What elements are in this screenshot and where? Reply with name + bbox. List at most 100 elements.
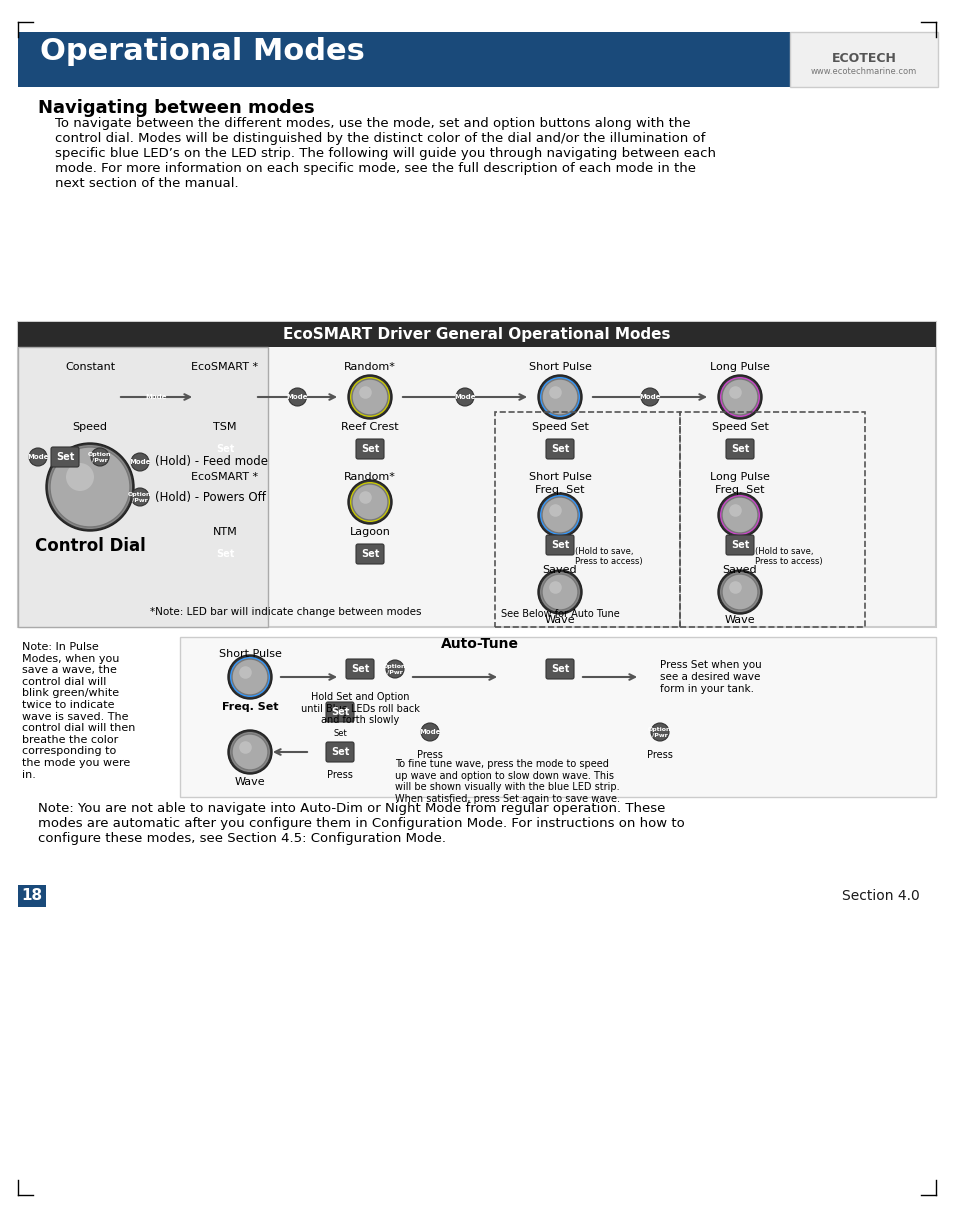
- Text: Freq. Set: Freq. Set: [221, 702, 278, 712]
- Circle shape: [230, 731, 270, 772]
- Circle shape: [352, 378, 388, 415]
- Circle shape: [131, 488, 149, 506]
- Circle shape: [352, 484, 388, 520]
- Text: Freq. Set: Freq. Set: [715, 486, 764, 495]
- Text: To fine tune wave, press the mode to speed
up wave and option to slow down wave.: To fine tune wave, press the mode to spe…: [395, 759, 619, 803]
- Text: Long Pulse: Long Pulse: [709, 361, 769, 372]
- FancyBboxPatch shape: [725, 535, 753, 555]
- Circle shape: [48, 445, 132, 529]
- Text: Wave: Wave: [234, 776, 265, 787]
- Text: Set: Set: [331, 747, 349, 757]
- Text: Lagoon: Lagoon: [349, 527, 390, 537]
- FancyBboxPatch shape: [545, 439, 574, 459]
- Text: 18: 18: [21, 888, 43, 903]
- FancyBboxPatch shape: [326, 702, 354, 722]
- Circle shape: [350, 482, 390, 522]
- Circle shape: [66, 462, 94, 490]
- Circle shape: [359, 386, 372, 399]
- Circle shape: [721, 378, 758, 415]
- FancyBboxPatch shape: [18, 636, 172, 797]
- Circle shape: [79, 386, 91, 399]
- Text: Set: Set: [56, 452, 74, 462]
- FancyBboxPatch shape: [545, 658, 574, 679]
- Text: Speed: Speed: [72, 422, 108, 432]
- Text: Short Pulse: Short Pulse: [528, 472, 591, 482]
- Text: Freq. Set: Freq. Set: [535, 486, 584, 495]
- Text: Set: Set: [331, 707, 349, 717]
- FancyBboxPatch shape: [355, 544, 384, 563]
- Text: Set: Set: [730, 444, 748, 454]
- Circle shape: [640, 388, 659, 406]
- Text: (Hold to save,
Press to access): (Hold to save, Press to access): [575, 546, 642, 566]
- Circle shape: [70, 377, 110, 417]
- Text: Wave: Wave: [724, 615, 755, 626]
- Circle shape: [203, 479, 247, 525]
- Text: Saved: Saved: [722, 565, 757, 574]
- Circle shape: [29, 448, 47, 466]
- Circle shape: [68, 375, 112, 419]
- Text: Set: Set: [215, 444, 233, 454]
- Text: Set: Set: [351, 664, 369, 674]
- Text: Speed Set: Speed Set: [711, 422, 767, 432]
- Text: To navigate between the different modes, use the mode, set and option buttons al: To navigate between the different modes,…: [55, 117, 716, 190]
- Text: Mode: Mode: [454, 394, 476, 400]
- Text: Short Pulse: Short Pulse: [218, 649, 281, 658]
- Circle shape: [650, 723, 668, 741]
- Circle shape: [720, 377, 760, 417]
- Text: Set: Set: [360, 549, 378, 559]
- Text: Reef Crest: Reef Crest: [341, 422, 398, 432]
- Text: EcoSMART *: EcoSMART *: [192, 361, 258, 372]
- Text: Speed Set: Speed Set: [531, 422, 588, 432]
- Circle shape: [728, 386, 741, 399]
- Text: NTM: NTM: [213, 527, 237, 537]
- Circle shape: [214, 492, 227, 504]
- Text: TSM: TSM: [213, 422, 236, 432]
- Text: EcoSMART *: EcoSMART *: [192, 472, 258, 482]
- Circle shape: [720, 572, 760, 612]
- FancyBboxPatch shape: [789, 32, 937, 86]
- Text: Wave: Wave: [544, 615, 575, 626]
- Circle shape: [239, 741, 252, 753]
- Text: Mode: Mode: [287, 394, 308, 400]
- Text: www.ecotechmarine.com: www.ecotechmarine.com: [810, 67, 916, 77]
- Text: Option
/Pwr: Option /Pwr: [89, 452, 112, 462]
- Circle shape: [718, 570, 761, 615]
- Text: Saved: Saved: [542, 565, 577, 574]
- FancyBboxPatch shape: [18, 323, 935, 627]
- Circle shape: [721, 497, 758, 533]
- Circle shape: [359, 492, 372, 504]
- FancyBboxPatch shape: [51, 447, 79, 467]
- Circle shape: [728, 504, 741, 517]
- Text: Control Dial: Control Dial: [34, 537, 145, 555]
- Circle shape: [348, 375, 392, 419]
- Circle shape: [350, 377, 390, 417]
- FancyBboxPatch shape: [326, 742, 354, 762]
- Circle shape: [207, 484, 243, 520]
- Text: Set: Set: [215, 549, 233, 559]
- Text: (Hold) - Feed mode: (Hold) - Feed mode: [154, 455, 268, 469]
- FancyBboxPatch shape: [18, 323, 935, 347]
- Text: Long Pulse: Long Pulse: [709, 472, 769, 482]
- Circle shape: [71, 378, 108, 415]
- Text: Navigating between modes: Navigating between modes: [38, 99, 314, 117]
- Text: Set: Set: [360, 444, 378, 454]
- Circle shape: [728, 582, 741, 594]
- Text: *Note: LED bar will indicate change between modes: *Note: LED bar will indicate change betw…: [150, 607, 421, 617]
- Circle shape: [131, 453, 149, 471]
- FancyBboxPatch shape: [355, 439, 384, 459]
- Circle shape: [207, 378, 243, 415]
- Circle shape: [541, 574, 578, 610]
- Circle shape: [539, 495, 579, 535]
- Text: (Hold) - Powers Off: (Hold) - Powers Off: [154, 490, 266, 504]
- Text: Press: Press: [416, 750, 442, 759]
- Text: Press: Press: [327, 770, 353, 780]
- FancyBboxPatch shape: [18, 347, 268, 627]
- Circle shape: [537, 570, 581, 615]
- Text: Press: Press: [646, 750, 672, 759]
- Circle shape: [386, 660, 403, 678]
- FancyBboxPatch shape: [18, 32, 937, 86]
- Circle shape: [228, 730, 272, 774]
- Text: Mode: Mode: [639, 394, 660, 400]
- FancyBboxPatch shape: [211, 544, 239, 563]
- Circle shape: [541, 378, 578, 415]
